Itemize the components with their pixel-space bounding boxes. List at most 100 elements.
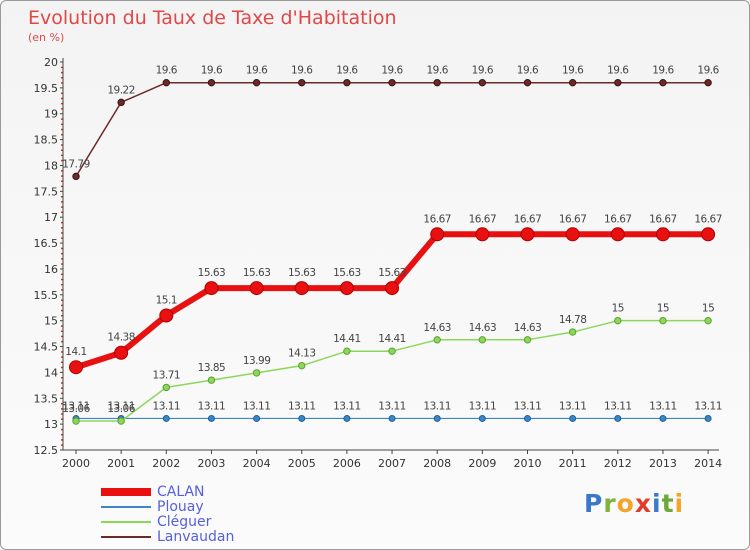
x-tick-label: 2006 xyxy=(333,457,361,470)
data-point xyxy=(659,414,667,422)
data-point xyxy=(524,414,531,422)
y-minor-tick xyxy=(61,408,63,410)
y-minor-tick xyxy=(61,185,63,188)
data-label: 14.13 xyxy=(288,348,316,360)
legend-swatch xyxy=(101,488,151,496)
data-point xyxy=(159,308,174,323)
x-tick-label: 2004 xyxy=(243,457,271,470)
legend-label: Cléguer xyxy=(157,514,212,530)
y-minor-tick xyxy=(61,221,63,224)
data-label: 19.6 xyxy=(562,65,584,77)
data-point xyxy=(704,316,712,325)
y-minor-tick xyxy=(61,159,63,162)
y-tick-label: 16 xyxy=(44,263,58,276)
x-tick-label: 2005 xyxy=(288,457,316,470)
data-label: 13.11 xyxy=(694,400,722,412)
y-minor-tick xyxy=(61,356,63,358)
y-tick-label: 17.5 xyxy=(34,185,59,198)
y-minor-tick xyxy=(61,77,63,79)
data-label: 13.11 xyxy=(378,400,406,412)
y-minor-tick xyxy=(61,66,63,69)
data-point xyxy=(343,414,351,422)
data-label: 16.67 xyxy=(604,213,632,225)
y-tick-label: 14.5 xyxy=(34,341,59,354)
data-point xyxy=(565,227,580,242)
x-tick-label: 2014 xyxy=(694,457,722,470)
y-minor-tick xyxy=(61,102,63,105)
legend-label: Lanvaudan xyxy=(157,529,235,545)
data-point xyxy=(339,281,354,296)
data-point xyxy=(430,227,445,242)
logo-letter: r xyxy=(603,489,617,518)
data-label: 13.11 xyxy=(153,400,181,412)
y-minor-tick xyxy=(61,92,63,95)
logo-letter: x xyxy=(634,489,652,518)
y-minor-tick xyxy=(61,82,63,84)
y-minor-tick xyxy=(61,335,63,338)
y-minor-tick xyxy=(61,144,63,146)
y-minor-tick xyxy=(61,149,63,151)
data-label: 19.6 xyxy=(336,65,358,77)
y-tick-label: 15.5 xyxy=(34,289,59,302)
legend-swatch xyxy=(101,521,151,523)
y-minor-tick xyxy=(61,128,63,131)
x-tick-label: 2007 xyxy=(378,457,406,470)
x-tick-label: 2012 xyxy=(604,457,632,470)
y-minor-tick xyxy=(61,325,63,327)
x-tick-label: 2003 xyxy=(197,457,225,470)
data-label: 15 xyxy=(657,303,669,315)
data-point xyxy=(659,78,667,87)
data-label: 13.11 xyxy=(423,400,451,412)
x-tick-label: 2013 xyxy=(649,457,677,470)
y-minor-tick xyxy=(61,227,63,229)
data-label: 13.71 xyxy=(153,369,181,381)
x-tick-label: 2011 xyxy=(559,457,587,470)
x-tick-label: 2009 xyxy=(468,457,496,470)
data-label: 16.67 xyxy=(649,213,677,225)
y-minor-tick xyxy=(61,433,63,436)
y-minor-tick xyxy=(61,314,63,317)
data-label: 13.11 xyxy=(469,400,497,412)
data-label: 19.6 xyxy=(652,65,674,77)
data-label: 16.67 xyxy=(514,213,542,225)
data-label: 13.11 xyxy=(198,400,226,412)
data-label: 16.67 xyxy=(694,213,722,225)
data-point xyxy=(568,78,577,87)
x-tick-label: 2010 xyxy=(514,457,542,470)
y-minor-tick xyxy=(61,413,63,415)
data-point xyxy=(72,172,80,181)
data-point xyxy=(523,336,532,344)
data-label: 13.11 xyxy=(514,400,542,412)
data-label: 19.6 xyxy=(291,65,313,77)
data-point xyxy=(253,414,261,422)
data-point xyxy=(523,78,532,87)
data-label: 13.06 xyxy=(107,403,135,415)
data-point xyxy=(343,78,351,87)
y-minor-tick xyxy=(61,118,63,120)
data-label: 13.11 xyxy=(243,400,271,412)
y-minor-tick xyxy=(61,309,63,312)
data-label: 15.63 xyxy=(378,267,406,279)
data-point xyxy=(659,316,667,325)
data-point xyxy=(298,414,306,422)
y-tick-label: 18 xyxy=(44,159,58,172)
data-label: 19.6 xyxy=(246,65,268,77)
legend-swatch xyxy=(101,506,151,508)
data-point xyxy=(298,78,306,87)
data-label: 19.6 xyxy=(697,65,719,77)
y-minor-tick xyxy=(61,278,63,281)
data-point xyxy=(610,227,625,242)
data-label: 14.41 xyxy=(333,333,361,345)
y-minor-tick xyxy=(61,123,63,126)
logo-letter: i xyxy=(652,489,662,518)
data-point xyxy=(207,376,216,384)
y-minor-tick xyxy=(61,361,63,364)
y-minor-tick xyxy=(61,330,63,333)
data-point xyxy=(117,417,125,425)
data-point xyxy=(614,316,622,325)
y-minor-tick xyxy=(61,418,63,420)
proxiti-logo: Proxiti xyxy=(584,489,684,518)
y-tick-label: 15 xyxy=(44,315,58,328)
data-label: 19.6 xyxy=(381,65,403,77)
